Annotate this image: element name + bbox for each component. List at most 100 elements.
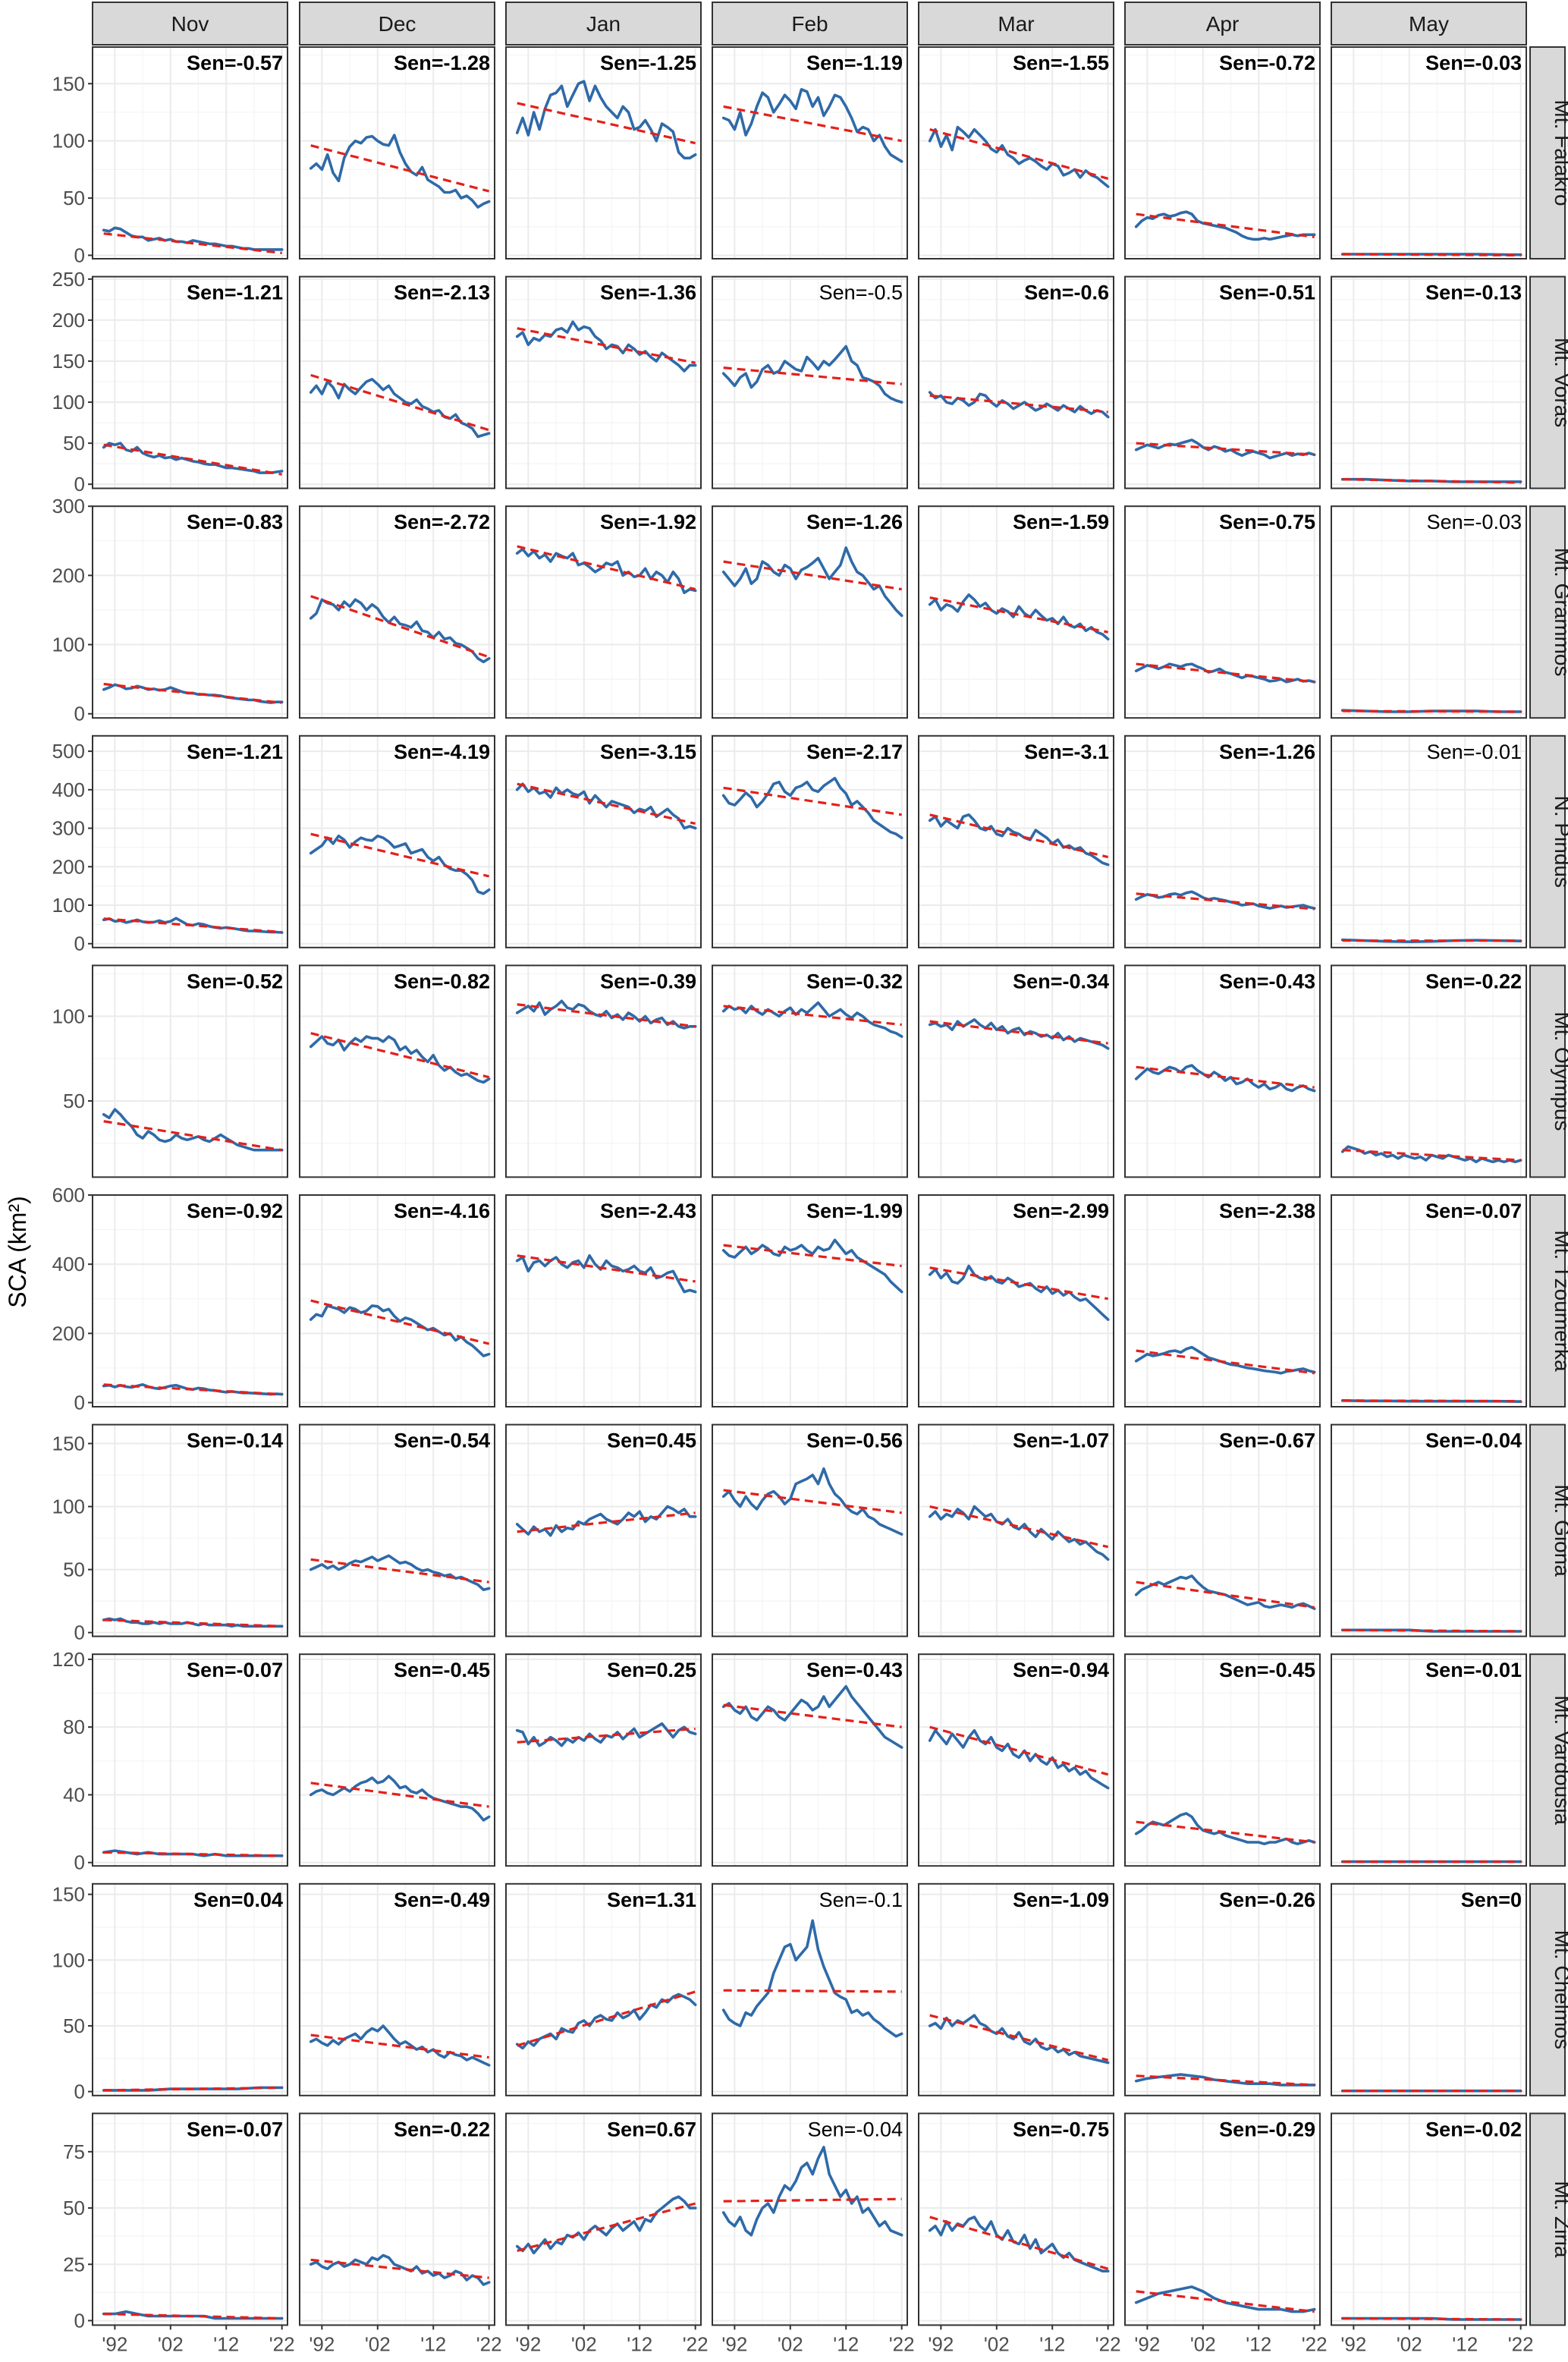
panel-border [299, 1423, 495, 1637]
panel-mt-ziria-jan: Sen=0.67 [505, 2112, 702, 2326]
panel-border [505, 275, 702, 489]
x-tick-label: '02 [778, 2332, 803, 2355]
panel-border [505, 46, 702, 259]
x-tick-label: '12 [1246, 2332, 1271, 2355]
sen-trend-line [1136, 2074, 1315, 2087]
y-tick-label: 250 [52, 268, 85, 291]
panel-mt-vardousia-apr: Sen=-0.45 [1124, 1653, 1321, 1867]
panel-background [300, 47, 495, 259]
y-tick-label: 50 [63, 2197, 85, 2219]
sen-slope-label: Sen=-0.34 [1013, 970, 1109, 992]
panel-background [1331, 1883, 1526, 2096]
panel-border [712, 1194, 908, 1407]
y-tick-label: 0 [74, 2081, 85, 2103]
strip-mt-vardousia: Mt. Vardousia [1529, 1653, 1568, 1867]
panel-mt-grammos-may: Sen=-0.03 [1331, 505, 1527, 719]
panel-background [1125, 2113, 1320, 2326]
strip-box [1529, 964, 1566, 1178]
panel-background [93, 47, 288, 259]
strip-mt-voras: Mt. Voras [1529, 275, 1568, 489]
panel-mt-ziria-may: Sen=-0.02 [1331, 2112, 1527, 2326]
x-tick-label: '12 [420, 2332, 446, 2355]
panel-border [712, 734, 908, 948]
panel-background [919, 965, 1114, 1178]
strip-label: Mt. Olympus [1551, 1011, 1568, 1131]
panel-border [92, 734, 288, 948]
sen-trend-line [103, 682, 282, 704]
panel-background [506, 1195, 701, 1407]
panel-background [506, 965, 701, 1178]
panel-mt-ziria-mar: Sen=-0.75 [918, 2112, 1114, 2326]
strip-box [712, 2, 908, 46]
panel-background [1331, 1654, 1526, 1867]
x-axis-nov: '92 '02 '12 '22 [102, 2325, 295, 2355]
panel-border [1124, 1423, 1321, 1637]
sen-slope-label: Sen=0.67 [607, 2118, 696, 2140]
strip-box [1529, 46, 1566, 259]
panel-border [1331, 964, 1527, 1178]
y-axis-mt-olympus: 50 100 [52, 1005, 93, 1112]
panel-background [712, 506, 907, 719]
panel-mt-giona-apr: Sen=-0.67 [1124, 1423, 1321, 1637]
x-tick-label: '12 [213, 2332, 239, 2355]
sen-trend-line [103, 2086, 282, 2092]
panel-border [918, 46, 1114, 259]
sen-slope-label: Sen=-0.26 [1219, 1889, 1315, 1911]
sca-series-line [515, 1254, 697, 1294]
panel-mt-voras-mar: Sen=-0.6 [918, 275, 1114, 489]
panel-background [712, 1195, 907, 1407]
panel-mt-chelmos-nov: Sen=0.04 [92, 1882, 288, 2096]
sen-slope-label: Sen=-0.14 [187, 1429, 283, 1452]
x-tick-label: '12 [1039, 2332, 1065, 2355]
panel-background [93, 1883, 288, 2096]
panel-background [712, 1654, 907, 1867]
sen-trend-line [310, 832, 490, 878]
panel-border [1331, 1653, 1527, 1867]
x-tick-label: '92 [928, 2332, 954, 2355]
panel-mt-falakro-apr: Sen=-0.72 [1124, 46, 1321, 259]
strip-n-pindus: N. Pindus [1529, 734, 1568, 948]
sen-trend-line [723, 105, 902, 143]
x-tick-label: '22 [476, 2332, 502, 2355]
panel-mt-vardousia-jan: Sen=0.25 [505, 1653, 702, 1867]
sen-slope-label: Sen=-1.07 [1013, 1429, 1109, 1452]
sca-series-line [928, 813, 1110, 866]
y-tick-label: 200 [52, 855, 85, 878]
y-tick-label: 400 [52, 778, 85, 801]
sen-slope-label: Sen=-0.72 [1219, 52, 1315, 74]
sen-trend-line [929, 128, 1109, 180]
panel-border [1331, 505, 1527, 719]
y-tick-label: 100 [52, 391, 85, 414]
sen-trend-line [517, 327, 696, 364]
sen-trend-line [1136, 662, 1315, 684]
panel-border [1124, 2112, 1321, 2326]
sca-series-line [721, 2146, 903, 2237]
y-tick-label: 100 [52, 894, 85, 917]
panel-background [506, 276, 701, 489]
y-tick-label: 400 [52, 1253, 85, 1275]
sca-series-line [721, 344, 903, 404]
panel-mt-chelmos-may: Sen=0 [1331, 1882, 1527, 2096]
sen-slope-label: Sen=-1.25 [600, 52, 696, 74]
panel-border [1124, 46, 1321, 259]
sen-trend-line [723, 786, 902, 816]
sca-series-line [309, 1775, 491, 1822]
sen-trend-line [723, 1005, 902, 1027]
sca-series-line [928, 1018, 1110, 1050]
sen-slope-label: Sen=-0.02 [1425, 2118, 1522, 2140]
y-axis-mt-chelmos: 0 50 100 150 [52, 1883, 93, 2103]
sca-series-line [515, 547, 697, 595]
y-tick-label: 0 [74, 1621, 85, 1644]
panel-border [92, 2112, 288, 2326]
y-tick-label: 100 [52, 634, 85, 656]
y-axis-mt-giona: 0 50 100 150 [52, 1433, 93, 1644]
sen-slope-label: Sen=-0.13 [1425, 281, 1522, 304]
sen-slope-label: Sen=-3.1 [1024, 741, 1109, 763]
sen-trend-line [517, 1254, 696, 1283]
strip-label: Feb [791, 12, 828, 36]
sca-series-line [309, 1304, 491, 1357]
panel-border [712, 46, 908, 259]
panel-background [1331, 276, 1526, 489]
y-tick-label: 40 [63, 1783, 85, 1806]
sen-slope-label: Sen=-0.03 [1427, 511, 1522, 533]
